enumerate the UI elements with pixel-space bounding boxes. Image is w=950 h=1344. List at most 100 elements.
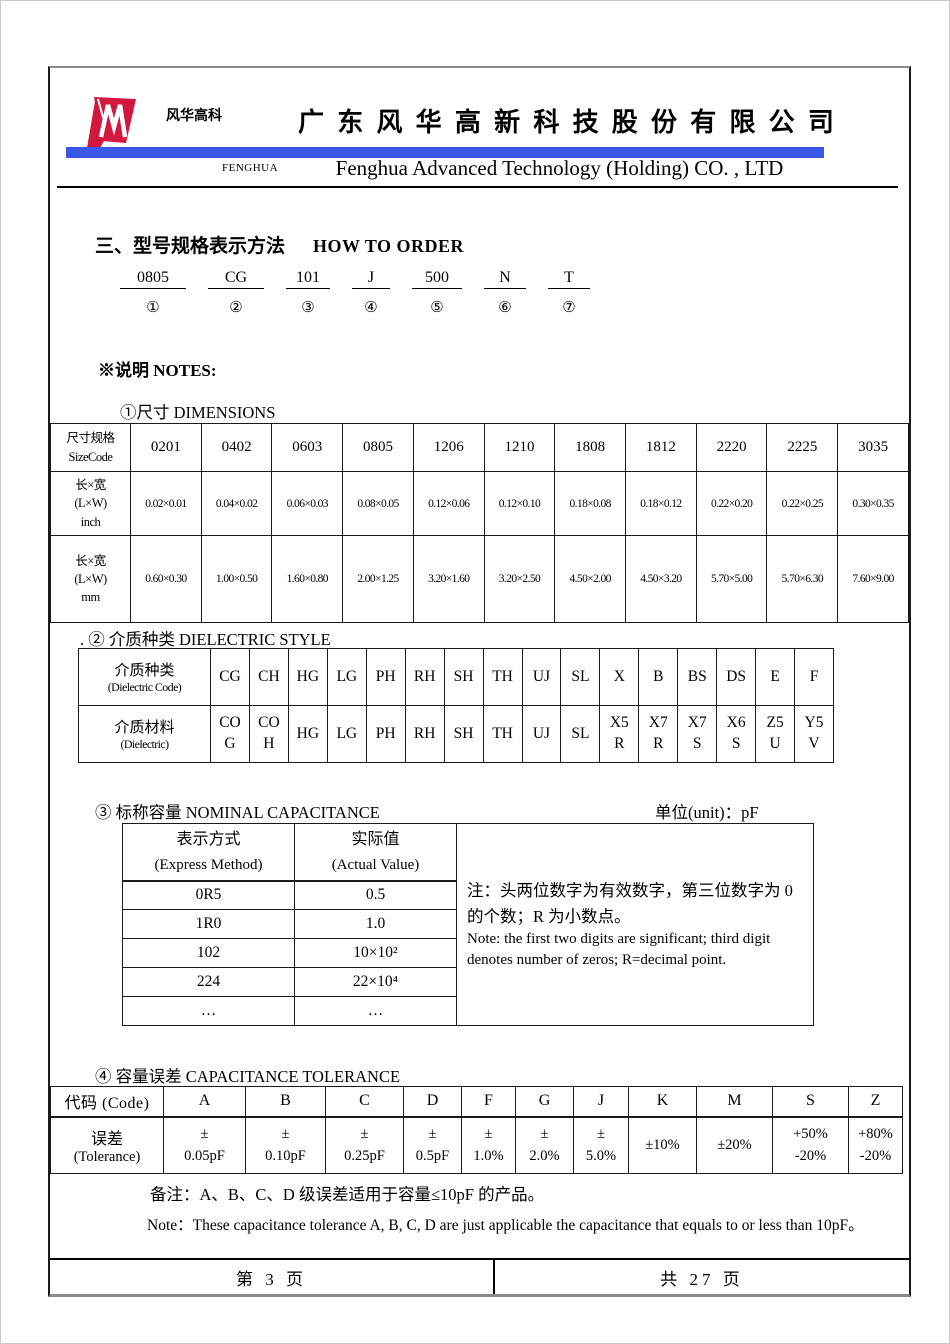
notes-label: ※说明 NOTES: [98,361,217,380]
order-code-example: 0805 ① CG ② 101 ③ J ④ 500 ⑤ N ⑥ T ⑦ [120,269,590,317]
table-cell: LG [326,705,367,763]
table-cell: UJ [521,648,562,706]
table-cell: ±0.05pF [163,1116,246,1174]
table-cell: +50% -20% [772,1116,849,1174]
table-cell: 3.20×2.50 [483,535,556,623]
table-row: 102 10×10² [122,938,814,968]
tolerance-remark-en: Note：These capacitance tolerance A, B, C… [147,1217,864,1234]
table-cell: UJ [521,705,562,763]
logo-caption: 风华高科 [166,107,222,123]
row-header: 尺寸规格 SizeCode [50,423,131,472]
table-cell: 5.70×6.30 [766,535,839,623]
table-cell: SH [443,705,484,763]
order-mark: ② [229,300,243,316]
table-cell: 22×10⁴ [294,967,457,997]
table-cell: … [122,996,295,1026]
table-cell: TH [482,648,523,706]
table-cell: 0201 [130,423,202,472]
table-cell: PH [365,705,406,763]
table-cell: D [403,1086,462,1118]
page-footer: 第 3 页 共 27 页 [50,1258,909,1294]
table-cell: 0.12×0.10 [483,471,556,536]
table-cell: RH [404,705,445,763]
row-header: 误差 (Tolerance) [50,1116,164,1174]
table-cell: 0.04×0.02 [200,471,273,536]
company-name-en: Fenghua Advanced Technology (Holding) CO… [335,156,784,180]
table-row: 长×宽 (L×W) mm 0.60×0.30 1.00×0.50 1.60×0.80… [50,535,909,623]
table-cell: 0402 [200,423,273,472]
table-cell: 2220 [695,423,768,472]
table-cell: 0.5 [294,880,457,910]
table-cell: C [325,1086,404,1118]
table-row: 介质种类 (Dielectric Code) CG CH HG LG PH RH SH TH U… [78,648,834,706]
table-cell: SH [443,648,484,706]
row-header-en: SizeCode [68,449,113,464]
table-cell: 224 [122,967,295,997]
table-cell: 1.00×0.50 [200,535,273,623]
table-cell: 2225 [766,423,839,472]
fenghua-logo-icon [86,97,136,158]
column-header: 实际值 (Actual Value) [294,823,457,882]
tolerance-heading: ④ 容量误差 CAPACITANCE TOLERANCE [95,1067,401,1086]
table-cell: ±1.0% [461,1116,516,1174]
table-cell: G [515,1086,574,1118]
table-cell: 3.20×1.60 [412,535,485,623]
table-cell: 1R0 [122,909,295,939]
table-cell: 0.60×0.30 [130,535,202,623]
order-code: J [352,269,390,289]
order-code: CG [208,269,264,289]
table-cell: 10×10² [294,938,457,968]
dimensions-heading: ①尺寸 DIMENSIONS [120,403,276,422]
table-cell: SL [560,705,601,763]
order-code-column: 0805 ① [120,269,186,317]
table-cell: CO H [248,705,289,763]
order-mark: ⑥ [498,300,512,316]
capacitance-table: 表示方式 (Express Method) 实际值 (Actual Value)… [122,823,814,1026]
table-cell: 0.18×0.08 [554,471,627,536]
table-cell: ±0.25pF [325,1116,404,1174]
table-cell: ±20% [696,1116,773,1174]
table-cell: X5 R [599,705,640,763]
table-cell: TH [482,705,523,763]
table-cell: HG [287,648,328,706]
table-cell: 0.02×0.01 [130,471,202,536]
table-cell: ±10% [628,1116,697,1174]
table-cell: Z5 U [755,705,796,763]
table-cell: 1.60×0.80 [271,535,344,623]
table-cell: 1206 [412,423,485,472]
table-cell: ±5.0% [573,1116,629,1174]
accent-bar [66,147,824,158]
table-cell: 1808 [554,423,627,472]
table-cell: 0.06×0.03 [271,471,344,536]
table-cell: 0603 [271,423,344,472]
section-title: 三、型号规格表示方法 HOW TO ORDER [95,231,464,258]
table-cell: J [573,1086,629,1118]
capacitance-note: 注：头两位数字为有效数字，第三位数字为 0 的个数；R 为小数点。 Note: … [456,823,814,1026]
table-cell: 0.22×0.25 [766,471,839,536]
table-cell: B [245,1086,326,1118]
dimensions-table: 尺寸规格 SizeCode 0201 0402 0603 0805 1206 1210 18… [50,423,909,623]
row-header: 介质种类 (Dielectric Code) [78,648,211,706]
order-code-column: 500 ⑤ [412,269,462,317]
table-cell: 0R5 [122,880,295,910]
table-cell: 1210 [483,423,556,472]
table-cell: … [294,996,457,1026]
footer-page-cell: 第 3 页 [50,1260,495,1294]
table-cell: 0.18×0.12 [625,471,697,536]
order-code: 500 [412,269,462,289]
row-header: 长×宽 (L×W) inch [50,471,131,536]
table-cell: X7 R [638,705,679,763]
table-cell: ±0.10pF [245,1116,326,1174]
column-header: 表示方式 (Express Method) [122,823,295,882]
order-code-column: 101 ③ [286,269,330,317]
capacitance-unit-label: 单位(unit)：pF [655,803,759,822]
table-row: …… [122,996,814,1026]
company-name-cn: 广 东 风 华 高 新 科 技 股 份 有 限 公 司 [298,107,837,137]
table-cell: E [755,648,796,706]
table-cell: K [628,1086,697,1118]
table-cell: LG [326,648,367,706]
table-cell: CG [210,648,250,706]
